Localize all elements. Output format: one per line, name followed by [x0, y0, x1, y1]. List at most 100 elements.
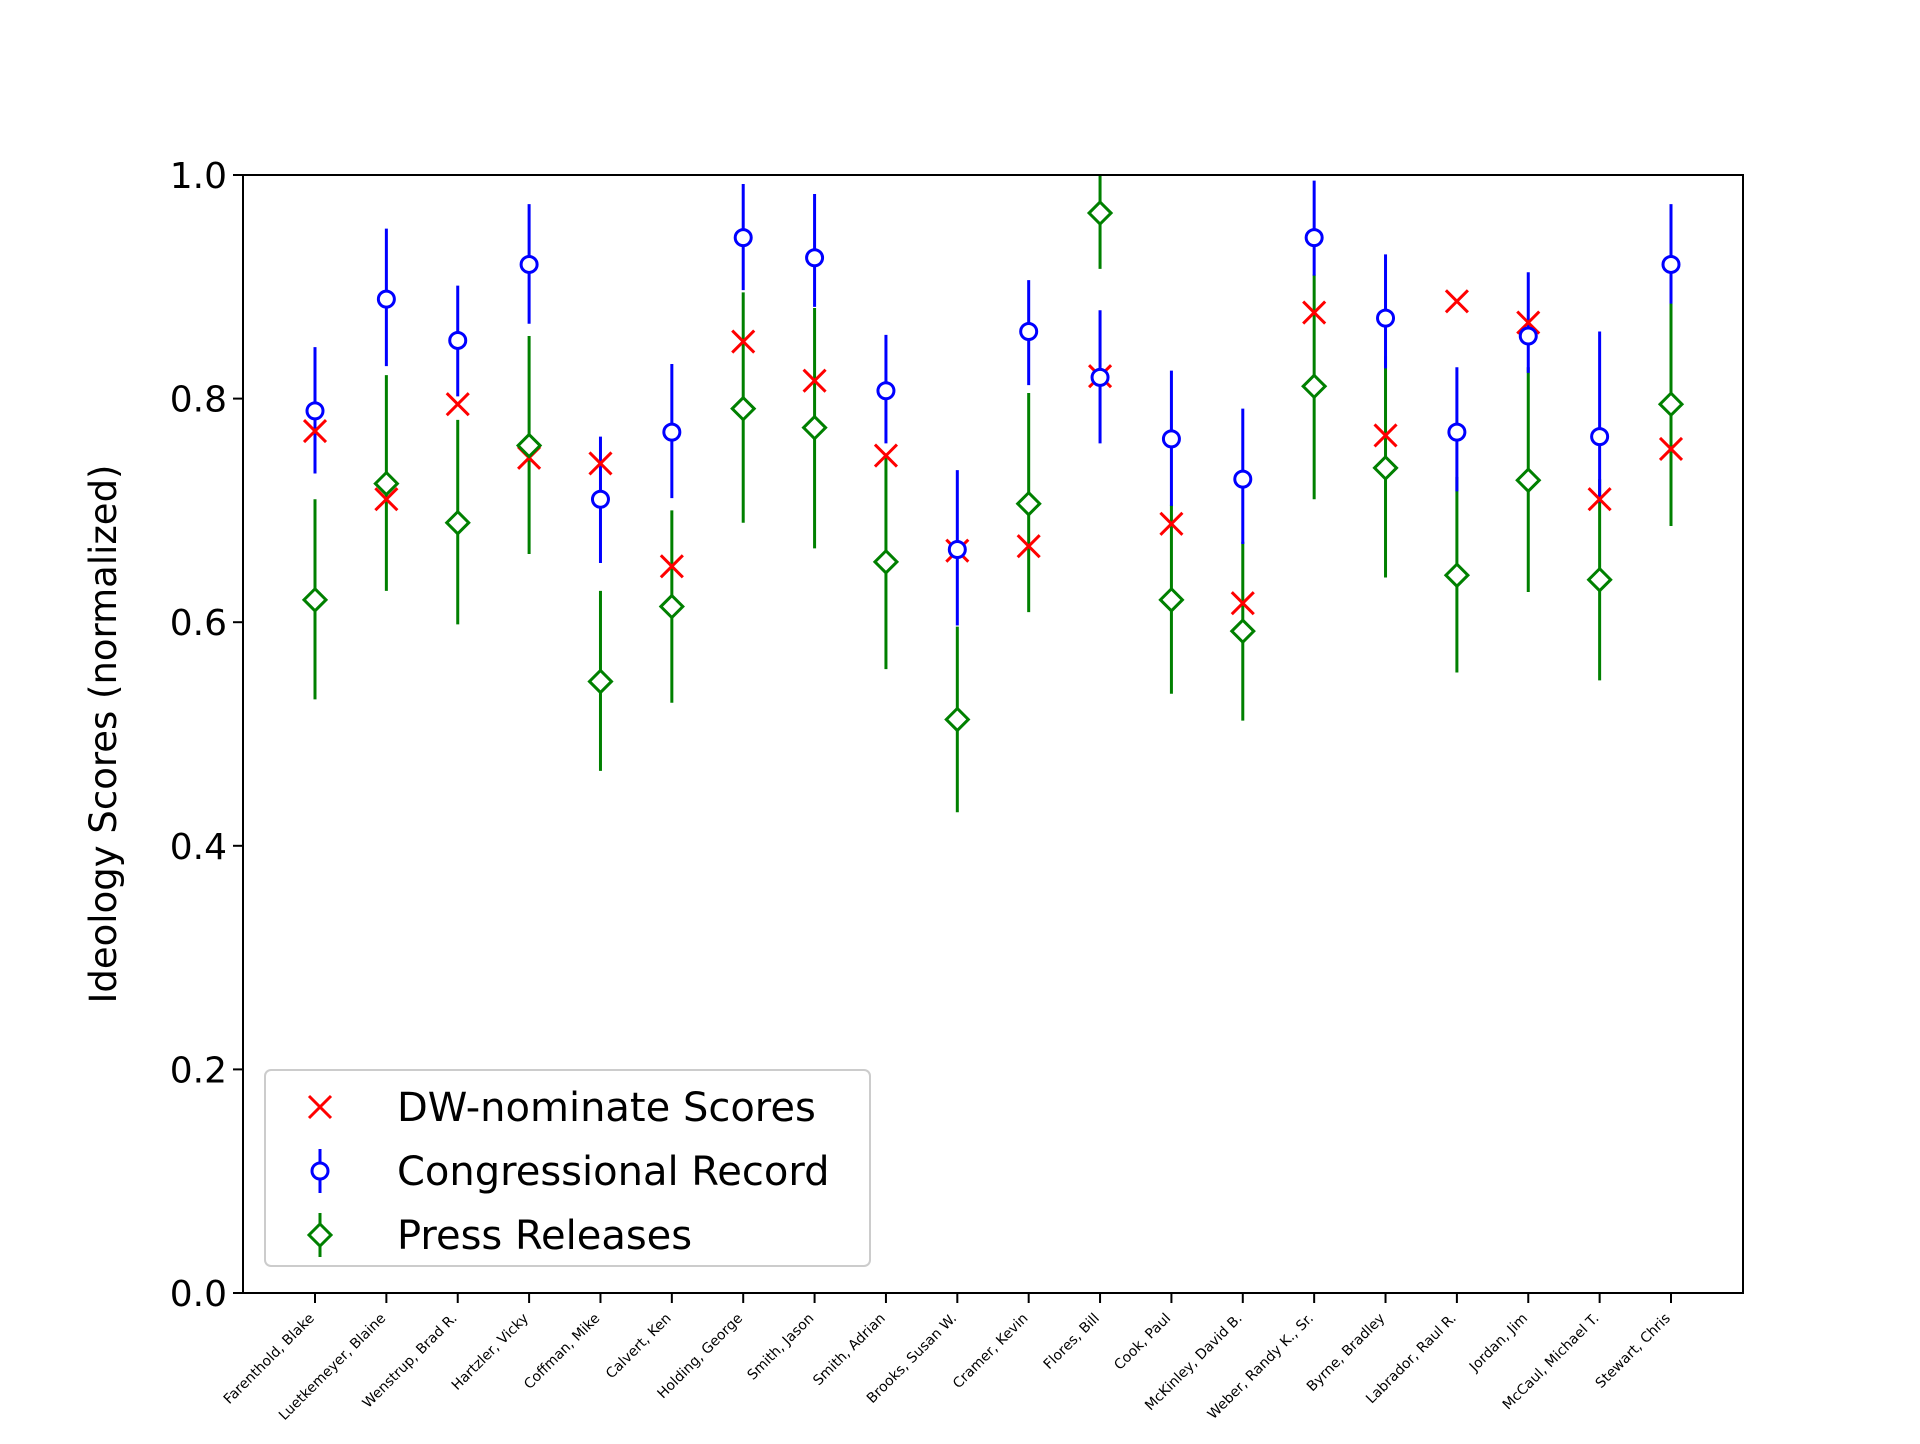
x-tick-label: Smith, Adrian: [810, 1311, 888, 1389]
press-releases-point: [1657, 391, 1685, 418]
legend-label: Press Releases: [397, 1213, 692, 1259]
press-releases-point: [301, 586, 329, 613]
y-tick-label: 0.8: [170, 380, 227, 421]
legend: DW-nominate Scores Congressional Record Pr…: [264, 1069, 871, 1267]
dw-nominate-point: [659, 554, 684, 579]
congressional-record-point: [1447, 422, 1467, 442]
dw-nominate-point-stroke-b: [374, 487, 399, 512]
dw-nominate-point-stroke-b: [302, 418, 328, 444]
dw-nominate-point: [588, 451, 613, 476]
congressional-record-point: [1590, 427, 1610, 447]
x-tick-label: Flores, Bill: [1041, 1311, 1103, 1373]
dw-nominate-point: [873, 443, 899, 468]
legend-press-releases-marker: [306, 1221, 334, 1249]
congressional-record-point: [947, 540, 967, 560]
press-releases-point: [730, 395, 757, 422]
x-tick-label: Jordan, Jim: [1466, 1311, 1531, 1376]
x-tick-label: Cook, Paul: [1111, 1311, 1174, 1374]
press-releases-point: [587, 668, 614, 695]
press-releases-point: [1229, 618, 1256, 645]
dw-nominate-point-stroke-b: [1516, 310, 1541, 335]
dw-nominate-point-stroke-b: [802, 368, 827, 393]
dw-nominate-point: [1159, 511, 1184, 536]
congressional-record-point: [1019, 322, 1039, 342]
dw-nominate-point-stroke-b: [873, 443, 899, 468]
congressional-record-point: [1376, 308, 1396, 328]
plot-frame: [242, 174, 1744, 1294]
dw-nominate-point: [731, 329, 756, 354]
press-releases-point: [373, 470, 400, 497]
congressional-record-point: [1233, 469, 1253, 489]
x-tick-label: Cramer, Kevin: [950, 1311, 1031, 1392]
y-tick-label: 0.0: [170, 1274, 227, 1315]
x-tick-label: Stewart, Chris: [1593, 1311, 1674, 1392]
congressional-record-point: [876, 381, 896, 401]
press-releases-point: [658, 593, 685, 620]
plot-area: [301, 175, 1685, 813]
press-releases-point: [1586, 566, 1613, 593]
dw-nominate-point-stroke-b: [1373, 423, 1398, 448]
press-releases-point: [801, 414, 828, 441]
press-releases-point: [944, 706, 971, 733]
press-releases-point: [872, 548, 900, 575]
x-tick-label: Calvert, Ken: [603, 1311, 675, 1383]
dw-nominate-point: [302, 418, 328, 444]
press-releases-point: [515, 432, 543, 459]
dw-nominate-point-stroke-b: [1444, 289, 1469, 314]
dw-nominate-point: [1302, 300, 1327, 325]
dw-nominate-point: [1230, 591, 1255, 616]
x-tick-label: Hartzler, Vicky: [449, 1311, 532, 1394]
congressional-record-point: [1661, 254, 1681, 274]
y-tick-label: 0.2: [170, 1050, 227, 1091]
y-tick-label: 0.6: [170, 603, 227, 644]
dw-nominate-point: [1516, 310, 1541, 335]
dw-nominate-point-stroke-b: [1658, 436, 1684, 461]
dw-nominate-point-stroke-b: [588, 451, 613, 476]
dw-nominate-point-stroke-b: [1302, 300, 1327, 325]
dw-nominate-point: [445, 392, 470, 417]
legend-label: Congressional Record: [397, 1149, 829, 1195]
x-tick-label: Smith, Jason: [744, 1311, 817, 1384]
press-releases-point: [1443, 562, 1471, 589]
dw-nominate-point: [1658, 436, 1684, 461]
dw-nominate-point-stroke-b: [731, 329, 756, 354]
press-releases-point: [1301, 373, 1328, 400]
congressional-record-point: [1518, 326, 1538, 346]
legend-label: DW-nominate Scores: [397, 1085, 816, 1131]
dw-nominate-point: [1373, 423, 1398, 448]
dw-nominate-point: [1587, 487, 1612, 512]
press-releases-point: [1015, 490, 1042, 517]
y-tick-label: 1.0: [170, 156, 227, 197]
dw-nominate-point-stroke-b: [1587, 487, 1612, 512]
press-releases-point: [1515, 467, 1542, 494]
y-axis-label: Ideology Scores (normalized): [82, 465, 125, 1004]
legend-congressional-record-marker: [310, 1161, 330, 1181]
press-releases-point: [1372, 454, 1399, 482]
congressional-record-point: [1304, 228, 1324, 248]
congressional-record-point: [1090, 367, 1110, 387]
congressional-record-point: [519, 254, 539, 274]
press-releases-point: [1158, 586, 1185, 613]
congressional-record-point: [662, 422, 682, 442]
congressional-record-point: [305, 401, 325, 421]
legend-dw-nominate-marker-stroke-b: [307, 1094, 333, 1120]
congressional-record-point: [1161, 429, 1181, 449]
dw-nominate-point-stroke-b: [1230, 591, 1255, 616]
dw-nominate-point: [802, 368, 827, 393]
dw-nominate-point: [1444, 289, 1469, 314]
press-releases-point: [1086, 199, 1114, 227]
dw-nominate-point-stroke-b: [659, 554, 684, 579]
dw-nominate-point-stroke-b: [445, 392, 470, 417]
congressional-record-point: [590, 489, 610, 509]
dw-nominate-point: [374, 487, 399, 512]
y-tick-label: 0.4: [170, 827, 227, 868]
dw-nominate-point: [1016, 534, 1041, 559]
congressional-record-point: [733, 228, 753, 248]
congressional-record-point: [805, 248, 825, 268]
congressional-record-point: [448, 330, 468, 350]
press-releases-point: [444, 509, 471, 536]
legend-dw-nominate-marker: [307, 1094, 333, 1120]
dw-nominate-point-stroke-b: [1016, 534, 1041, 559]
